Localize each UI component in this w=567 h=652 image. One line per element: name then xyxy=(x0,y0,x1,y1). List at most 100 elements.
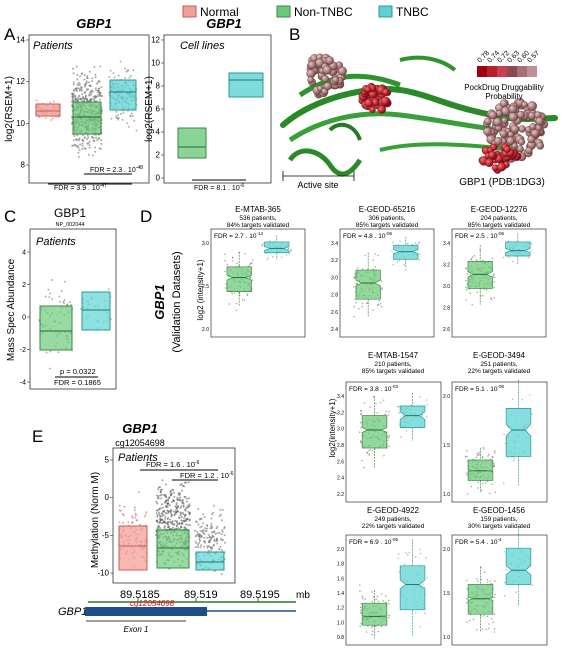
dataset-point xyxy=(290,248,292,251)
dataset-point xyxy=(356,267,359,269)
data-point xyxy=(159,494,162,497)
data-point xyxy=(93,140,96,143)
data-point xyxy=(97,137,100,140)
dataset-point xyxy=(493,273,495,275)
data-point xyxy=(213,504,215,507)
data-point xyxy=(127,520,130,523)
data-point xyxy=(97,79,100,82)
dataset-point xyxy=(266,258,268,261)
dataset-ytick: 1.5 xyxy=(443,443,450,449)
data-point xyxy=(219,538,222,540)
data-point xyxy=(90,93,93,96)
dataset-point xyxy=(246,293,249,296)
data-point xyxy=(167,517,170,519)
dataset-point xyxy=(375,625,377,628)
pocket-spheres xyxy=(306,53,549,174)
data-point xyxy=(200,544,203,547)
pocket-sphere xyxy=(503,145,511,153)
dataset-point xyxy=(388,599,390,602)
dataset-point xyxy=(383,454,385,457)
dataset-point xyxy=(466,621,468,623)
data-point xyxy=(188,503,191,506)
dataset-point xyxy=(382,600,385,602)
box-a-normal xyxy=(35,103,61,117)
ytick-label: -10 xyxy=(97,569,109,578)
data-point xyxy=(95,82,98,85)
data-point xyxy=(75,89,78,92)
dataset-point xyxy=(423,586,426,589)
data-point xyxy=(164,515,167,518)
exon-block xyxy=(85,607,207,616)
dataset-point xyxy=(476,291,479,294)
data-point xyxy=(74,94,77,97)
dataset-point xyxy=(376,412,379,414)
data-point xyxy=(76,78,79,81)
data-point xyxy=(135,129,138,132)
data-point xyxy=(52,100,55,103)
data-point xyxy=(178,493,181,496)
data-point xyxy=(64,280,67,283)
dataset-name: E-GEOD-4922 xyxy=(367,506,420,515)
scale-value: 0.57 xyxy=(526,50,541,65)
data-point xyxy=(197,523,200,526)
dataset-point xyxy=(491,483,494,486)
data-point xyxy=(177,505,179,508)
data-point xyxy=(172,489,174,492)
data-point xyxy=(211,534,214,537)
dataset-point xyxy=(235,302,238,305)
dataset-point xyxy=(251,259,254,261)
panel-letter-a: A xyxy=(4,25,16,44)
dataset-point xyxy=(492,274,495,277)
dataset-point xyxy=(356,282,359,285)
data-point xyxy=(175,503,178,506)
dataset-ytick: 2.8 xyxy=(337,443,344,449)
data-point xyxy=(161,512,164,515)
data-point xyxy=(216,542,219,545)
data-point xyxy=(157,488,160,491)
data-point xyxy=(136,519,139,522)
data-point xyxy=(115,116,118,119)
gene-title-a: GBP1 xyxy=(76,16,111,31)
dataset-point xyxy=(384,413,386,416)
dataset-point xyxy=(249,263,251,266)
dataset-point xyxy=(404,563,406,566)
dataset-ytick: 2.8 xyxy=(443,306,450,312)
data-point xyxy=(130,515,133,518)
data-point xyxy=(213,543,215,546)
data-point xyxy=(158,508,161,511)
notched-box xyxy=(355,269,381,300)
dataset-ytick: 2.0 xyxy=(202,327,209,333)
coord-1: 89.5185 xyxy=(120,589,160,601)
dataset-point xyxy=(502,256,505,259)
pocket-sphere xyxy=(493,117,503,127)
data-point xyxy=(45,117,47,119)
data-point xyxy=(199,530,202,533)
dataset-point xyxy=(468,619,471,622)
pocket-sphere xyxy=(536,141,545,150)
box-a-cell-non-tnbc xyxy=(177,127,207,159)
dataset-point xyxy=(360,609,362,612)
dataset-point xyxy=(410,404,413,406)
data-point xyxy=(156,514,159,517)
data-point xyxy=(204,529,207,532)
dataset-point xyxy=(262,242,265,245)
data-point xyxy=(91,80,94,83)
data-point xyxy=(83,99,86,102)
data-point xyxy=(124,67,127,70)
dataset-ytick: 1.0 xyxy=(443,492,450,498)
data-point xyxy=(94,95,97,98)
data-point xyxy=(97,87,100,90)
data-point xyxy=(184,481,187,484)
dataset-point xyxy=(226,263,229,266)
dataset-point xyxy=(398,259,401,262)
dataset-point xyxy=(418,241,421,244)
plot-frame-e xyxy=(112,447,236,584)
dataset-patients: 306 patients, xyxy=(368,215,405,222)
data-point xyxy=(49,350,52,353)
box-e-normal xyxy=(118,525,148,571)
data-point xyxy=(176,510,179,513)
data-point xyxy=(86,76,89,79)
dataset-point xyxy=(530,250,532,253)
data-point xyxy=(83,74,86,77)
